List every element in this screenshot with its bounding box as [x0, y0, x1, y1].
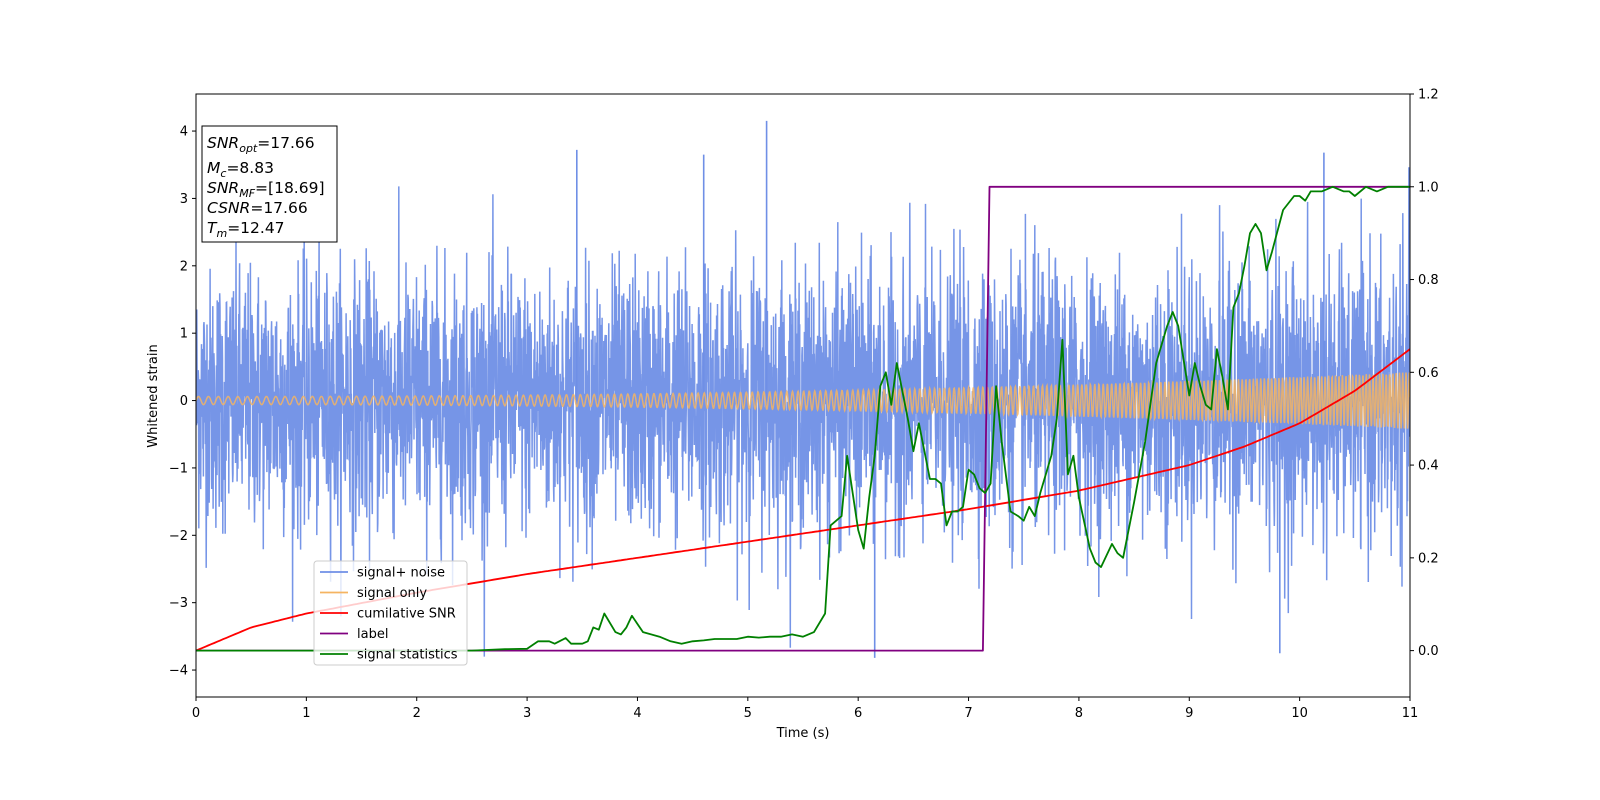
y-tick-label: 1 — [180, 327, 188, 342]
info-csnr: CSNR=17.66 — [207, 199, 308, 217]
series-label — [196, 185, 1410, 652]
y2-tick-label: 0.0 — [1418, 644, 1439, 659]
info-snr-opt: SNRopt=17.66 — [207, 134, 315, 155]
info-mc: Mc=8.83 — [207, 159, 274, 180]
legend-label: signal+ noise — [357, 566, 445, 581]
series-signal-only — [196, 372, 1410, 429]
y2-tick-label: 1.2 — [1418, 88, 1439, 103]
x-tick-label: 10 — [1291, 706, 1308, 721]
y2-tick-label: 0.8 — [1418, 273, 1439, 288]
y-tick-label: −3 — [169, 596, 188, 611]
y2-tick-label: 0.4 — [1418, 459, 1439, 474]
info-snr-mf: SNRMF=[18.69] — [207, 179, 325, 200]
series-signal-statistics — [196, 185, 1410, 652]
legend-label: cumilative SNR — [357, 607, 456, 622]
x-axis: 0 1 2 3 4 5 6 7 8 9 10 11 — [192, 697, 1418, 721]
x-tick-label: 6 — [854, 706, 862, 721]
y2-tick-label: 0.6 — [1418, 366, 1439, 381]
y-tick-label: −4 — [169, 664, 188, 679]
y2-tick-label: 0.2 — [1418, 551, 1439, 566]
legend: signal+ noise signal only cumilative SNR la… — [313, 560, 468, 666]
x-tick-label: 3 — [523, 706, 531, 721]
y2-tick-label: 1.0 — [1418, 180, 1439, 195]
x-tick-label: 1 — [302, 706, 310, 721]
legend-label: signal only — [357, 586, 427, 601]
y-tick-label: −1 — [169, 461, 188, 476]
x-tick-label: 9 — [1185, 706, 1193, 721]
y-tick-label: 4 — [180, 125, 188, 140]
y-tick-label: 3 — [180, 192, 188, 207]
legend-label: label — [357, 627, 388, 642]
x-tick-label: 2 — [413, 706, 421, 721]
x-axis-title: Time (s) — [776, 726, 830, 741]
y-axis-left: 4 3 2 1 0 −1 −2 −3 −4 — [169, 125, 196, 679]
x-tick-label: 4 — [633, 706, 641, 721]
x-tick-label: 5 — [744, 706, 752, 721]
signal-statistics-line — [196, 185, 1410, 652]
y-tick-label: −2 — [169, 529, 188, 544]
axes-frame — [195, 93, 1411, 698]
x-tick-label: 7 — [964, 706, 972, 721]
y-tick-label: 2 — [180, 259, 188, 274]
x-tick-label: 8 — [1075, 706, 1083, 721]
info-box: SNRopt=17.66 Mc=8.83 SNRMF=[18.69] CSNR=… — [201, 125, 338, 243]
x-tick-label: 11 — [1402, 706, 1419, 721]
y-axis-title: Whitened strain — [146, 344, 161, 447]
y-tick-label: 0 — [180, 394, 188, 409]
y-axis-right: 1.2 1.0 0.8 0.6 0.4 0.2 0.0 — [1410, 88, 1439, 659]
info-tm: Tm=12.47 — [207, 219, 285, 240]
label-line — [196, 185, 1410, 652]
legend-label: signal statistics — [357, 648, 458, 663]
x-tick-label: 0 — [192, 706, 200, 721]
